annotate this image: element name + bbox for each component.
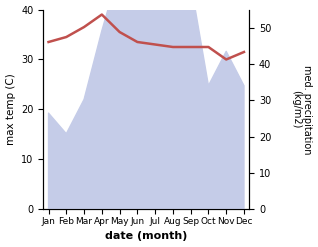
Y-axis label: med. precipitation
(kg/m2): med. precipitation (kg/m2) xyxy=(291,65,313,154)
Y-axis label: max temp (C): max temp (C) xyxy=(5,74,16,145)
X-axis label: date (month): date (month) xyxy=(105,231,187,242)
